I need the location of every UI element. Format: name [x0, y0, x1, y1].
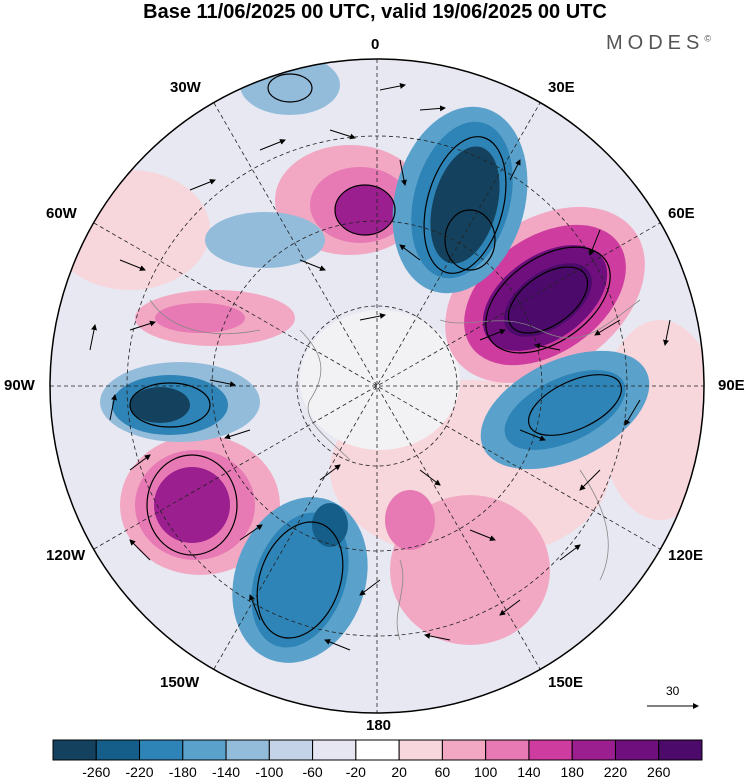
colorbar-swatch: [398, 739, 443, 761]
map-border: [49, 58, 705, 714]
lon-label-180: 180: [366, 717, 392, 734]
colorbar-tick-label: 220: [603, 764, 628, 780]
colorbar-swatch: [528, 739, 573, 761]
colorbar-swatch: [571, 739, 616, 761]
colorbar-tick-label: -20: [345, 764, 366, 780]
colorbar-tick-label: 260: [647, 764, 671, 780]
anomaly-field: [50, 59, 704, 713]
lon-label-30e: 30E: [548, 79, 575, 96]
graticule: [50, 59, 704, 713]
colorbar-swatch: [485, 739, 530, 761]
modes-logo: MODES©: [606, 32, 711, 54]
colorbar-swatch: [312, 739, 357, 761]
lon-label-90e: 90E: [718, 377, 745, 394]
colorbar-swatch: [441, 739, 487, 761]
lon-label-120w: 120W: [46, 547, 86, 564]
positive-anomaly-nw: [135, 290, 295, 346]
colorbar-swatch: [268, 739, 314, 761]
lon-label-150w: 150W: [160, 674, 200, 691]
colorbar-tick-label: -60: [302, 764, 323, 780]
colorbar-swatch: [355, 739, 400, 761]
colorbar: [52, 739, 703, 761]
lon-label-150e: 150E: [548, 674, 584, 691]
lon-label-30w: 30W: [170, 79, 201, 96]
colorbar-tick-label: 20: [391, 764, 407, 780]
colorbar-tick-label: -180: [168, 764, 197, 780]
lon-label-120e: 120E: [668, 547, 704, 564]
negative-anomaly-e: [480, 350, 650, 470]
colorbar-tick-label: 140: [517, 764, 541, 780]
negative-anomaly-sw: [232, 497, 368, 663]
chart-title: Base 11/06/2025 00 UTC, valid 19/06/2025…: [143, 1, 607, 23]
negative-anomaly-w: [100, 362, 260, 442]
colorbar-swatch: [182, 739, 227, 761]
contour-lines: [129, 73, 623, 639]
colorbar-tick-label: 180: [560, 764, 584, 780]
colorbar-swatch: [139, 739, 184, 761]
coastlines: [149, 299, 641, 641]
colorbar-swatch: [95, 739, 141, 761]
colorbar-tick-label: 100: [473, 764, 498, 780]
reference-vector-label: 30: [666, 684, 680, 698]
colorbar-swatch: [658, 739, 703, 761]
colorbar-swatch: [52, 739, 97, 761]
colorbar-swatch: [225, 739, 270, 761]
lon-label-60w: 60W: [46, 205, 77, 222]
colorbar-tick-label: -260: [82, 764, 111, 780]
colorbar-swatch: [614, 739, 660, 761]
lon-label-90w: 90W: [4, 377, 35, 394]
colorbar-tick-label: -140: [212, 764, 241, 780]
lon-label-60e: 60E: [668, 205, 695, 222]
colorbar-tick-label: 60: [434, 764, 451, 780]
wind-vectors: [89, 83, 671, 651]
colorbar-tick-label: -100: [255, 764, 284, 780]
colorbar-tick-label: -220: [125, 764, 154, 780]
lon-label-0: 0: [371, 36, 380, 53]
